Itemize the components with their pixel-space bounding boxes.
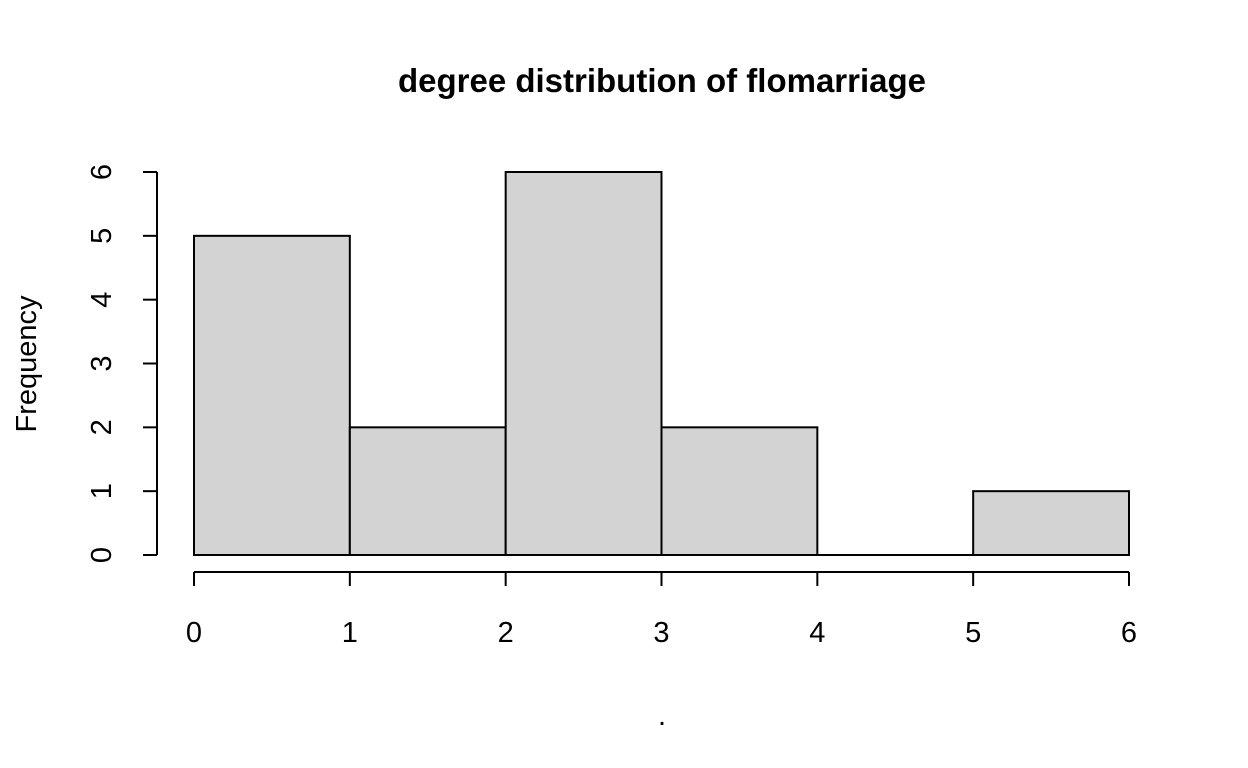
x-tick-label-3: 3 xyxy=(653,617,669,649)
bars-group xyxy=(193,171,1131,557)
x-tick-label-4: 4 xyxy=(809,617,825,649)
chart-title: degree distribution of flomarriage xyxy=(398,62,926,99)
x-axis: 0 1 2 3 4 5 6 xyxy=(186,571,1137,649)
y-tick-label-5: 5 xyxy=(86,228,118,244)
y-tick-label-2: 2 xyxy=(86,419,118,435)
x-axis-label: . xyxy=(658,700,666,732)
x-tick-label-0: 0 xyxy=(186,617,202,649)
x-tick-label-5: 5 xyxy=(965,617,981,649)
y-axis: 0 1 2 3 4 5 6 xyxy=(86,164,158,563)
x-tick-label-6: 6 xyxy=(1121,617,1137,649)
histogram-bar-0 xyxy=(193,234,351,556)
x-tick-label-1: 1 xyxy=(342,617,358,649)
histogram-bar-1 xyxy=(348,426,507,557)
histogram-bar-3 xyxy=(660,426,819,557)
x-tick-label-2: 2 xyxy=(498,617,514,649)
y-tick-label-1: 1 xyxy=(86,483,118,499)
y-axis-label: Frequency xyxy=(11,295,43,433)
histogram-bar-5 xyxy=(972,490,1131,556)
y-tick-label-4: 4 xyxy=(86,292,118,308)
histogram-bar-2 xyxy=(504,171,663,556)
y-tick-label-3: 3 xyxy=(86,355,118,371)
y-tick-label-0: 0 xyxy=(86,547,118,563)
y-tick-label-6: 6 xyxy=(86,164,118,180)
